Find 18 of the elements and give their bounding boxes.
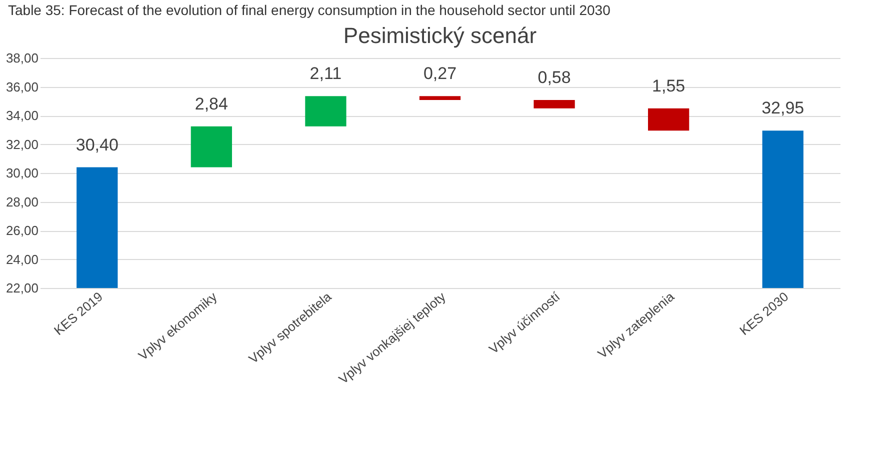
data-label: 2,11	[310, 64, 342, 84]
y-tick-label: 28,00	[6, 194, 38, 210]
y-tick-label: 30,00	[6, 166, 38, 180]
caption: Table 35: Forecast of the evolution of final energy consumption in the household sector until 2030	[7, 1, 612, 20]
y-tick-label: 24,00	[6, 252, 38, 267]
data-label: 30,40	[76, 135, 118, 154]
y-tick-label: 38,00	[6, 50, 38, 66]
data-label: 1,55	[652, 76, 686, 96]
chart-title: Pesimistický scenár	[343, 23, 537, 48]
y-tick-label: 22,00	[6, 280, 38, 296]
data-label: 0,27	[423, 64, 457, 84]
y-tick-label: 32,00	[6, 136, 38, 152]
y-tick-label: 34,00	[6, 108, 38, 123]
y-tick-label: 36,00	[6, 79, 38, 94]
data-label: 32,95	[762, 98, 804, 118]
data-label: 0,58	[538, 68, 571, 87]
y-tick-label: 26,00	[6, 223, 38, 238]
data-label: 2,84	[194, 94, 228, 114]
